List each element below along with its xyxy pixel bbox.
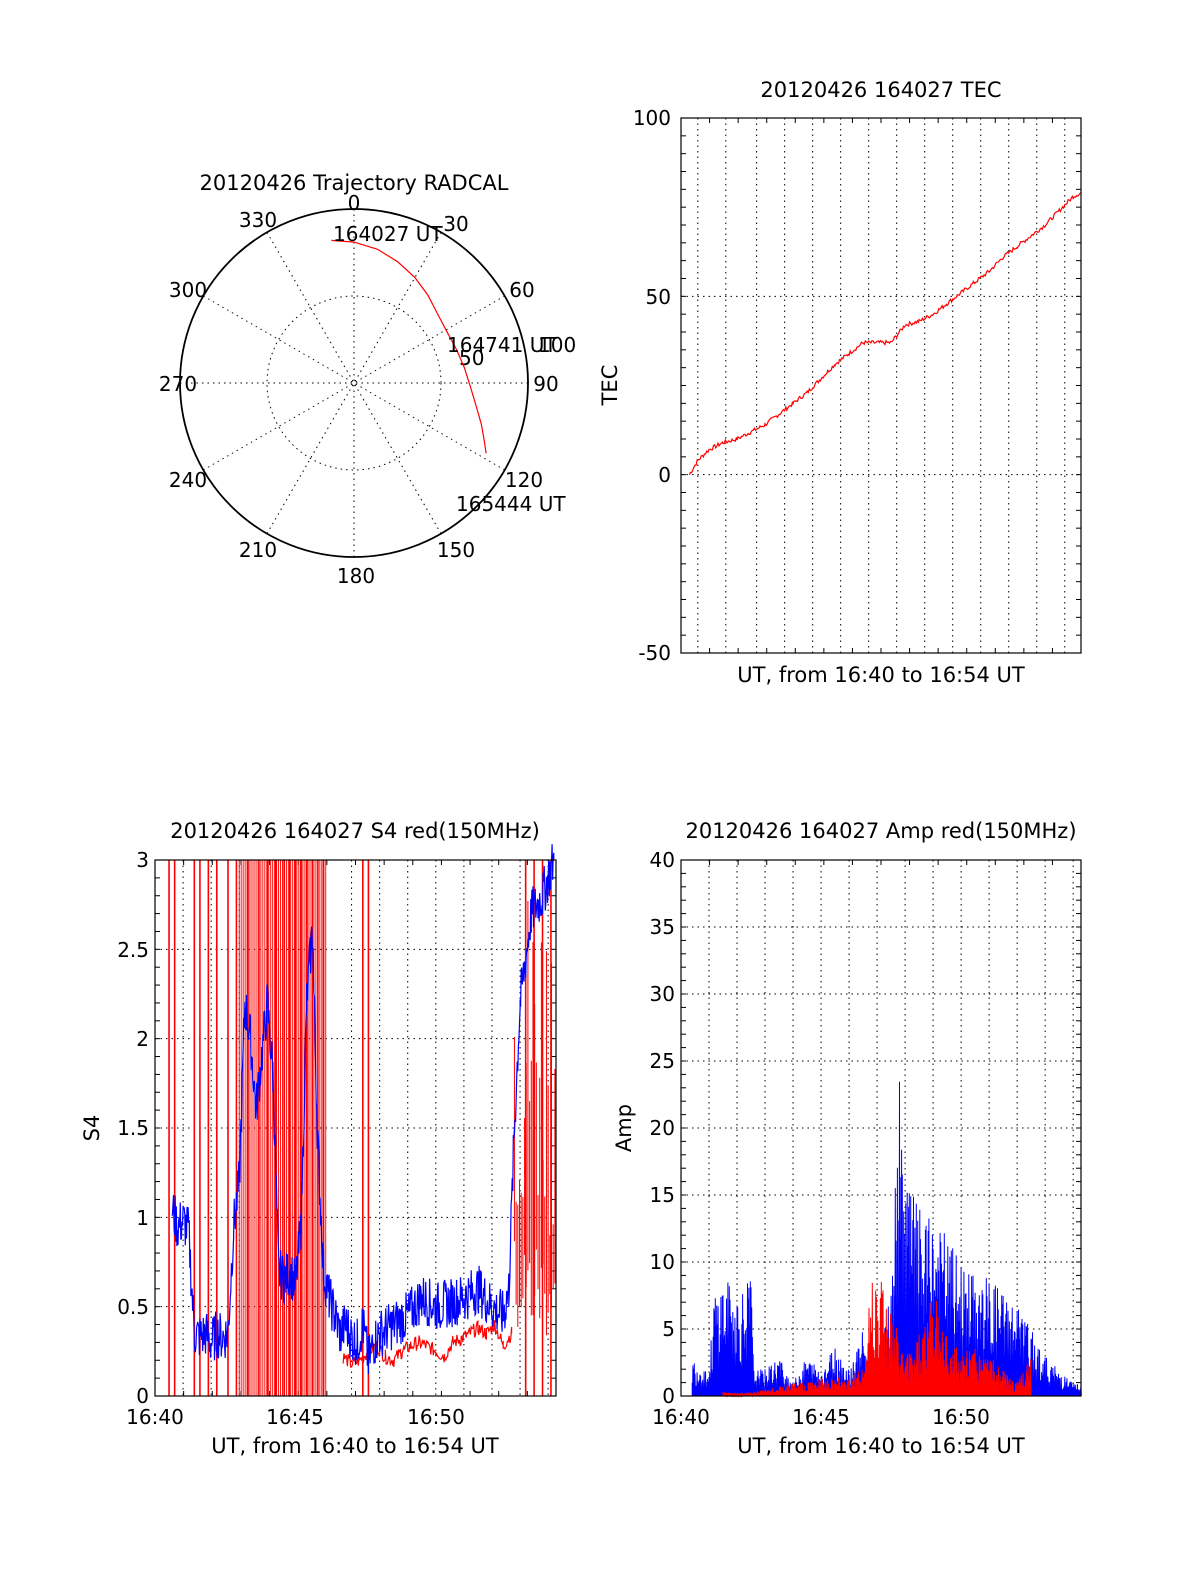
- s4-xtick-label: 16:40: [126, 1405, 184, 1429]
- polar-angle-label: 60: [509, 278, 534, 302]
- polar-angle-label: 30: [443, 212, 468, 236]
- tec-ytick-label: -50: [638, 641, 671, 665]
- amp-ytick-label: 15: [650, 1183, 675, 1207]
- s4-x-ticks: 16:40 16:45 16:50: [126, 1405, 465, 1429]
- polar-trajectory-panel: 20120426 Trajectory RADCAL 0 30 60 90 120 150…: [159, 171, 576, 588]
- amp-ytick-label: 20: [650, 1116, 675, 1140]
- tec-minor-ticks: [681, 118, 1081, 653]
- s4-ytick-label: 0: [136, 1384, 149, 1408]
- s4-y-ticks: 0 0.5 1 1.5 2 2.5 3: [117, 848, 149, 1408]
- s4-ytick-label: 1: [136, 1206, 149, 1230]
- polar-angle-label: 150: [437, 538, 475, 562]
- s4-xtick-label: 16:45: [266, 1405, 324, 1429]
- amp-ytick-label: 25: [650, 1049, 675, 1073]
- polar-angle-label: 330: [239, 208, 277, 232]
- s4-blue-series-line: [171, 844, 555, 1375]
- polar-angle-label: 270: [159, 372, 197, 396]
- polar-angle-label: 0: [348, 191, 361, 215]
- tec-y-ticks: -50 0 50 100: [633, 106, 671, 665]
- tec-series-line: [688, 191, 1082, 475]
- s4-ytick-label: 1.5: [117, 1116, 149, 1140]
- polar-angle-label: 210: [239, 538, 277, 562]
- amp-ytick-label: 40: [650, 848, 675, 872]
- polar-angle-label: 90: [533, 372, 558, 396]
- s4-xtick-label: 16:50: [407, 1405, 465, 1429]
- amp-xtick-label: 16:40: [652, 1405, 710, 1429]
- amp-ytick-label: 35: [650, 915, 675, 939]
- polar-spoke: [203, 295, 505, 471]
- polar-overlap-label: 100: [538, 333, 576, 357]
- amp-x-ticks: 16:40 16:45 16:50: [652, 1405, 990, 1429]
- tec-ytick-label: 100: [633, 106, 671, 130]
- s4-red-vertical-spikes: [168, 860, 556, 1396]
- polar-angle-labels: 0 30 60 90 120 150 180 210 240 270 300 330: [159, 191, 559, 588]
- polar-inner-circle: [266, 295, 442, 471]
- tec-ytick-label: 50: [646, 285, 671, 309]
- trajectory-label-mid: 164741 UT: [447, 333, 557, 357]
- polar-title: 20120426 Trajectory RADCAL: [200, 171, 509, 195]
- amp-xtick-label: 16:45: [792, 1405, 850, 1429]
- tec-grid: [681, 118, 1081, 653]
- s4-ytick-label: 3: [136, 848, 149, 872]
- tec-frame: [680, 117, 1082, 654]
- tec-xlabel: UT, from 16:40 to 16:54 UT: [737, 663, 1025, 687]
- s4-panel: 20120426 164027 S4 red(150MHz) 0 0.5 1 1…: [80, 819, 557, 1458]
- amp-ytick-label: 5: [662, 1317, 675, 1341]
- tec-title: 20120426 164027 TEC: [760, 78, 1001, 102]
- s4-frame: [154, 859, 557, 1397]
- polar-angle-label: 180: [337, 564, 375, 588]
- polar-spoke: [203, 295, 505, 471]
- s4-ytick-label: 2.5: [117, 938, 149, 962]
- amp-frame: [680, 859, 1082, 1397]
- polar-angle-label: 300: [169, 278, 207, 302]
- s4-title: 20120426 164027 S4 red(150MHz): [170, 819, 540, 843]
- s4-ytick-label: 2: [136, 1027, 149, 1051]
- s4-ylabel: S4: [80, 1115, 104, 1142]
- amp-red-series-area: [722, 1281, 1032, 1398]
- polar-angle-label: 120: [505, 468, 543, 492]
- tec-ytick-label: 0: [658, 463, 671, 487]
- trajectory-label-end: 165444 UT: [456, 492, 566, 516]
- s4-xlabel: UT, from 16:40 to 16:54 UT: [211, 1434, 499, 1458]
- amp-ytick-label: 30: [650, 982, 675, 1006]
- amp-y-ticks: 0 5 10 15 20 25 30 35 40: [650, 848, 675, 1408]
- amp-ytick-label: 10: [650, 1250, 675, 1274]
- s4-ytick-label: 0.5: [117, 1295, 149, 1319]
- amp-ytick-label: 0: [662, 1384, 675, 1408]
- amp-xlabel: UT, from 16:40 to 16:54 UT: [737, 1434, 1025, 1458]
- amp-title: 20120426 164027 Amp red(150MHz): [685, 819, 1076, 843]
- tec-ylabel: TEC: [598, 365, 622, 407]
- amp-ylabel: Amp: [612, 1104, 636, 1152]
- trajectory-label-start: 164027 UT: [333, 222, 443, 246]
- amp-panel: 20120426 164027 Amp red(150MHz) 0 5 10 1…: [612, 819, 1082, 1458]
- tec-panel: 20120426 164027 TEC -50 0 50 100 UT, fro…: [598, 78, 1082, 687]
- amp-xtick-label: 16:50: [932, 1405, 990, 1429]
- polar-angle-label: 240: [169, 468, 207, 492]
- trajectory-line: [331, 239, 487, 454]
